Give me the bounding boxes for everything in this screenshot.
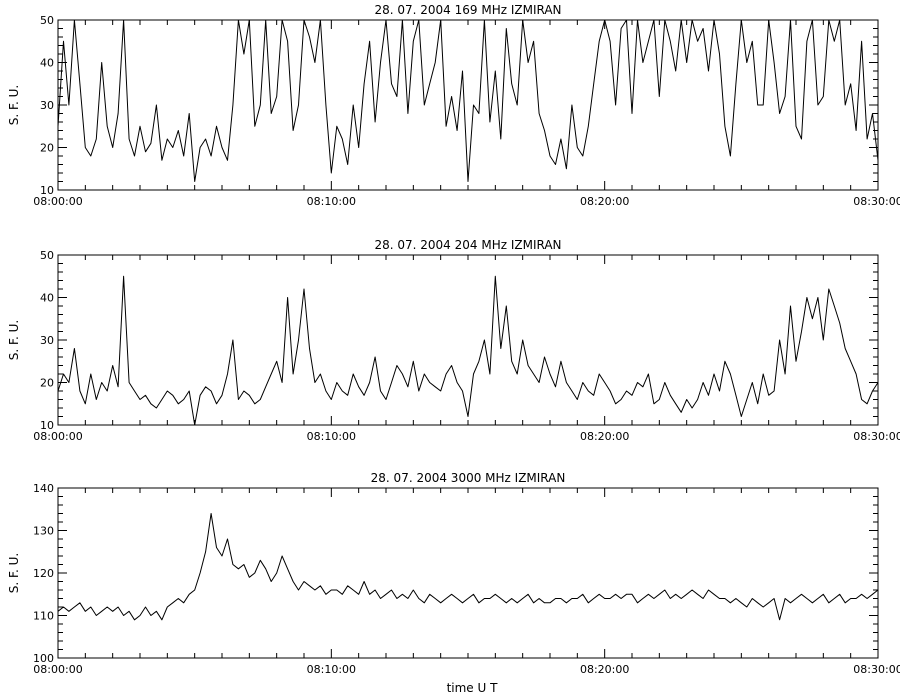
y-tick-label: 130: [33, 525, 54, 538]
plot-frame: [57, 487, 879, 659]
plot-frame: [57, 254, 879, 426]
y-axis-label: S. F. U.: [7, 553, 21, 593]
panel-title: 28. 07. 2004 169 MHz IZMIRAN: [374, 3, 561, 17]
y-tick-label: 30: [40, 99, 54, 112]
x-tick-label: 08:30:00: [853, 430, 900, 443]
y-tick-label: 10: [40, 419, 54, 432]
y-axis-label: S. F. U.: [7, 85, 21, 125]
y-tick-label: 30: [40, 334, 54, 347]
series-line: [57, 19, 879, 182]
y-tick-label: 120: [33, 567, 54, 580]
panel-title: 28. 07. 2004 3000 MHz IZMIRAN: [371, 471, 566, 485]
axis-ticks: [57, 487, 879, 659]
x-tick-label: 08:00:00: [33, 430, 82, 443]
y-tick-label: 100: [33, 652, 54, 665]
axis-ticks: [57, 19, 879, 191]
x-tick-label: 08:20:00: [580, 195, 629, 208]
x-tick-label: 08:30:00: [853, 195, 900, 208]
y-tick-label: 140: [33, 482, 54, 495]
x-tick-label: 08:10:00: [307, 195, 356, 208]
y-tick-label: 40: [40, 57, 54, 70]
x-tick-label: 08:10:00: [307, 430, 356, 443]
x-tick-label: 08:00:00: [33, 195, 82, 208]
y-tick-label: 20: [40, 142, 54, 155]
panel-169mhz: 28. 07. 2004 169 MHz IZMIRAN S. F. U. 10…: [7, 3, 900, 208]
y-tick-label: 20: [40, 377, 54, 390]
x-tick-label: 08:30:00: [853, 663, 900, 676]
x-tick-label: 08:20:00: [580, 663, 629, 676]
x-tick-label: 08:10:00: [307, 663, 356, 676]
series-line: [57, 513, 879, 621]
panel-204mhz: 28. 07. 2004 204 MHz IZMIRAN S. F. U. 10…: [7, 238, 900, 443]
x-tick-label: 08:00:00: [33, 663, 82, 676]
axis-ticks: [57, 254, 879, 426]
series-line: [57, 275, 879, 426]
y-axis-label: S. F. U.: [7, 320, 21, 360]
x-tick-label: 08:20:00: [580, 430, 629, 443]
panel-title: 28. 07. 2004 204 MHz IZMIRAN: [374, 238, 561, 252]
y-tick-label: 10: [40, 184, 54, 197]
plot-frame: [57, 19, 879, 191]
y-tick-label: 110: [33, 610, 54, 623]
y-tick-label: 50: [40, 249, 54, 262]
x-axis-label: time U T: [447, 681, 499, 695]
y-tick-label: 50: [40, 14, 54, 27]
y-tick-label: 40: [40, 292, 54, 305]
panel-3000mhz: 28. 07. 2004 3000 MHz IZMIRAN S. F. U. 1…: [7, 471, 900, 676]
